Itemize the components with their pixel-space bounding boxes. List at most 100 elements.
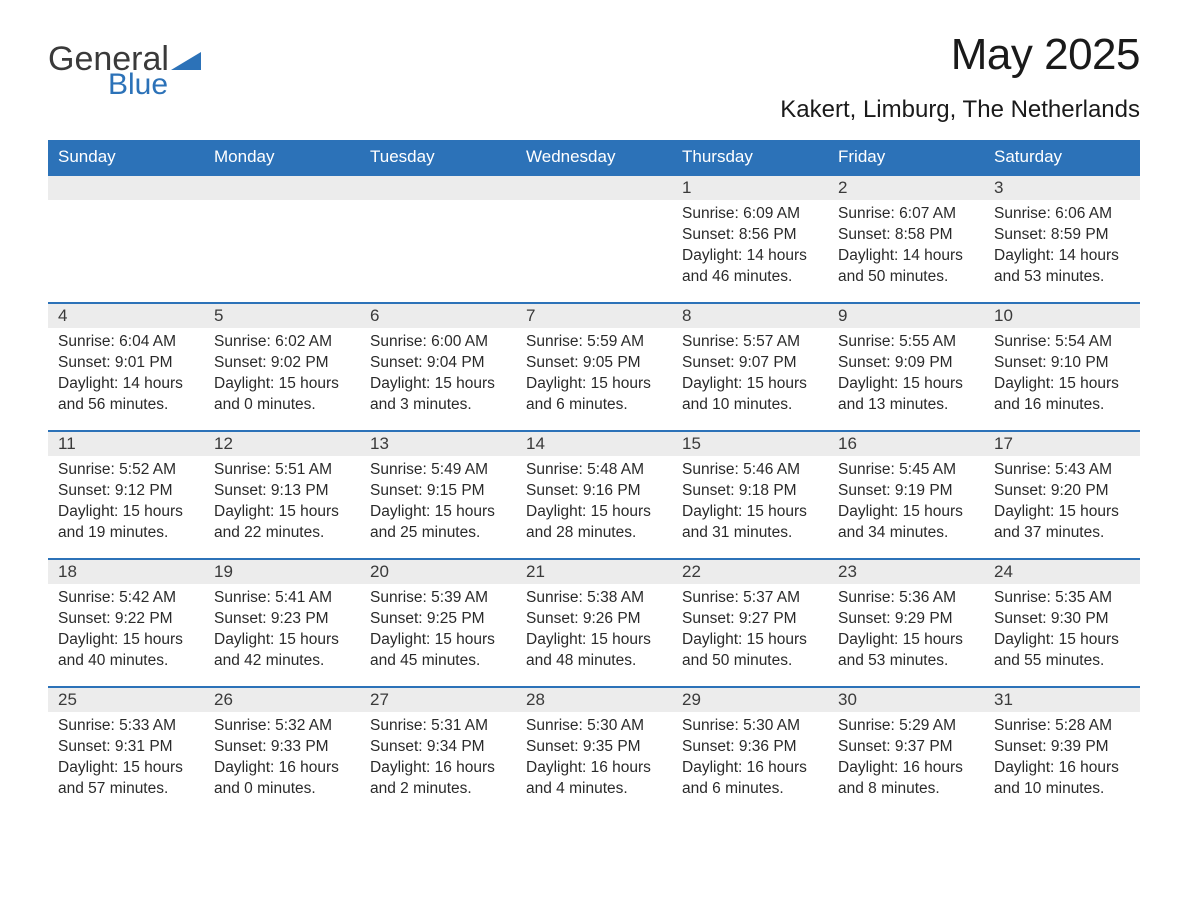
day-sunset-text: Sunset: 9:36 PM	[682, 737, 818, 758]
day-sunrise-text: Sunrise: 5:28 AM	[994, 716, 1130, 737]
day-sunrise-text: Sunrise: 5:42 AM	[58, 588, 194, 609]
day-body: Sunrise: 6:02 AMSunset: 9:02 PMDaylight:…	[204, 328, 360, 416]
day-sunset-text: Sunset: 9:26 PM	[526, 609, 662, 630]
day-number: 8	[672, 302, 828, 328]
day-sunset-text: Sunset: 9:35 PM	[526, 737, 662, 758]
day-day2-text: and 37 minutes.	[994, 523, 1130, 544]
day-sunrise-text: Sunrise: 5:54 AM	[994, 332, 1130, 353]
day-number: 11	[48, 430, 204, 456]
day-sunset-text: Sunset: 9:09 PM	[838, 353, 974, 374]
day-number: 3	[984, 174, 1140, 200]
dow-header-row: SundayMondayTuesdayWednesdayThursdayFrid…	[48, 140, 1140, 174]
day-sunset-text: Sunset: 9:16 PM	[526, 481, 662, 502]
day-day2-text: and 42 minutes.	[214, 651, 350, 672]
day-number: 10	[984, 302, 1140, 328]
logo: General Blue	[48, 30, 201, 100]
header: General Blue May 2025 Kakert, Limburg, T…	[48, 30, 1140, 134]
day-body: Sunrise: 5:37 AMSunset: 9:27 PMDaylight:…	[672, 584, 828, 672]
day-day2-text: and 50 minutes.	[838, 267, 974, 288]
day-cell: 3Sunrise: 6:06 AMSunset: 8:59 PMDaylight…	[984, 174, 1140, 302]
day-day1-text: Daylight: 14 hours	[838, 246, 974, 267]
week-row: 4Sunrise: 6:04 AMSunset: 9:01 PMDaylight…	[48, 302, 1140, 430]
day-day2-text: and 16 minutes.	[994, 395, 1130, 416]
day-day2-text: and 6 minutes.	[682, 779, 818, 800]
day-body: Sunrise: 6:00 AMSunset: 9:04 PMDaylight:…	[360, 328, 516, 416]
day-day2-text: and 46 minutes.	[682, 267, 818, 288]
day-body: Sunrise: 5:33 AMSunset: 9:31 PMDaylight:…	[48, 712, 204, 800]
week-row: 11Sunrise: 5:52 AMSunset: 9:12 PMDayligh…	[48, 430, 1140, 558]
day-number: 29	[672, 686, 828, 712]
day-number: 20	[360, 558, 516, 584]
day-number: 5	[204, 302, 360, 328]
day-day2-text: and 13 minutes.	[838, 395, 974, 416]
day-body: Sunrise: 5:52 AMSunset: 9:12 PMDaylight:…	[48, 456, 204, 544]
dow-cell: Monday	[204, 140, 360, 174]
day-day2-text: and 53 minutes.	[994, 267, 1130, 288]
day-body: Sunrise: 5:39 AMSunset: 9:25 PMDaylight:…	[360, 584, 516, 672]
day-day1-text: Daylight: 14 hours	[682, 246, 818, 267]
day-sunset-text: Sunset: 8:59 PM	[994, 225, 1130, 246]
day-body: Sunrise: 6:04 AMSunset: 9:01 PMDaylight:…	[48, 328, 204, 416]
day-cell: 17Sunrise: 5:43 AMSunset: 9:20 PMDayligh…	[984, 430, 1140, 558]
day-body: Sunrise: 5:38 AMSunset: 9:26 PMDaylight:…	[516, 584, 672, 672]
day-number: 17	[984, 430, 1140, 456]
day-body: Sunrise: 5:59 AMSunset: 9:05 PMDaylight:…	[516, 328, 672, 416]
day-sunrise-text: Sunrise: 5:39 AM	[370, 588, 506, 609]
day-cell: 20Sunrise: 5:39 AMSunset: 9:25 PMDayligh…	[360, 558, 516, 686]
day-day1-text: Daylight: 15 hours	[838, 630, 974, 651]
day-number: 30	[828, 686, 984, 712]
day-sunrise-text: Sunrise: 5:41 AM	[214, 588, 350, 609]
day-body: Sunrise: 5:32 AMSunset: 9:33 PMDaylight:…	[204, 712, 360, 800]
week-row: 1Sunrise: 6:09 AMSunset: 8:56 PMDaylight…	[48, 174, 1140, 302]
day-day1-text: Daylight: 15 hours	[370, 630, 506, 651]
day-sunset-text: Sunset: 9:30 PM	[994, 609, 1130, 630]
day-cell: 2Sunrise: 6:07 AMSunset: 8:58 PMDaylight…	[828, 174, 984, 302]
day-cell: 23Sunrise: 5:36 AMSunset: 9:29 PMDayligh…	[828, 558, 984, 686]
day-day1-text: Daylight: 15 hours	[994, 502, 1130, 523]
day-cell: 21Sunrise: 5:38 AMSunset: 9:26 PMDayligh…	[516, 558, 672, 686]
day-day1-text: Daylight: 16 hours	[838, 758, 974, 779]
day-body: Sunrise: 5:41 AMSunset: 9:23 PMDaylight:…	[204, 584, 360, 672]
day-day2-text: and 0 minutes.	[214, 779, 350, 800]
day-cell: 9Sunrise: 5:55 AMSunset: 9:09 PMDaylight…	[828, 302, 984, 430]
location-text: Kakert, Limburg, The Netherlands	[780, 96, 1140, 124]
day-sunset-text: Sunset: 9:22 PM	[58, 609, 194, 630]
day-day1-text: Daylight: 15 hours	[526, 630, 662, 651]
week-row: 18 Sunrise: 5:42 AMSunset: 9:22 PM Dayligh…	[48, 558, 1140, 686]
day-day2-text: and 45 minutes.	[370, 651, 506, 672]
day-sunset-text: Sunset: 9:29 PM	[838, 609, 974, 630]
day-body: Sunrise: 5:31 AMSunset: 9:34 PMDaylight:…	[360, 712, 516, 800]
day-day1-text: Daylight: 15 hours	[214, 502, 350, 523]
day-day2-text: and 55 minutes.	[994, 651, 1130, 672]
day-cell: 18Sunrise: 5:42 AMSunset: 9:22 PMDayligh…	[48, 558, 204, 686]
day-body: Sunrise: 6:07 AMSunset: 8:58 PMDaylight:…	[828, 200, 984, 288]
day-sunrise-text: Sunrise: 5:38 AM	[526, 588, 662, 609]
day-sunrise-text: Sunrise: 5:36 AM	[838, 588, 974, 609]
day-number: 18	[48, 558, 204, 584]
day-number: 7	[516, 302, 672, 328]
day-day1-text: Daylight: 16 hours	[214, 758, 350, 779]
day-cell	[48, 174, 204, 302]
day-sunset-text: Sunset: 9:15 PM	[370, 481, 506, 502]
dow-cell: Saturday	[984, 140, 1140, 174]
dow-cell: Friday	[828, 140, 984, 174]
day-sunrise-text: Sunrise: 6:09 AM	[682, 204, 818, 225]
day-day2-text: and 0 minutes.	[214, 395, 350, 416]
day-body: Sunrise: 5:29 AMSunset: 9:37 PMDaylight:…	[828, 712, 984, 800]
day-number: 9	[828, 302, 984, 328]
day-day2-text: and 50 minutes.	[682, 651, 818, 672]
day-body: Sunrise: 5:28 AMSunset: 9:39 PMDaylight:…	[984, 712, 1140, 800]
day-day2-text: and 10 minutes.	[682, 395, 818, 416]
day-day2-text: and 25 minutes.	[370, 523, 506, 544]
week-row: 25Sunrise: 5:33 AMSunset: 9:31 PMDayligh…	[48, 686, 1140, 814]
day-number: 31	[984, 686, 1140, 712]
day-sunrise-text: Sunrise: 6:06 AM	[994, 204, 1130, 225]
day-body: Sunrise: 5:43 AMSunset: 9:20 PMDaylight:…	[984, 456, 1140, 544]
day-number: 12	[204, 430, 360, 456]
day-number: 16	[828, 430, 984, 456]
day-body: Sunrise: 5:35 AMSunset: 9:30 PMDaylight:…	[984, 584, 1140, 672]
day-sunrise-text: Sunrise: 5:45 AM	[838, 460, 974, 481]
day-sunset-text: Sunset: 9:37 PM	[838, 737, 974, 758]
day-day1-text: Daylight: 15 hours	[994, 374, 1130, 395]
day-body: Sunrise: 6:09 AMSunset: 8:56 PMDaylight:…	[672, 200, 828, 288]
